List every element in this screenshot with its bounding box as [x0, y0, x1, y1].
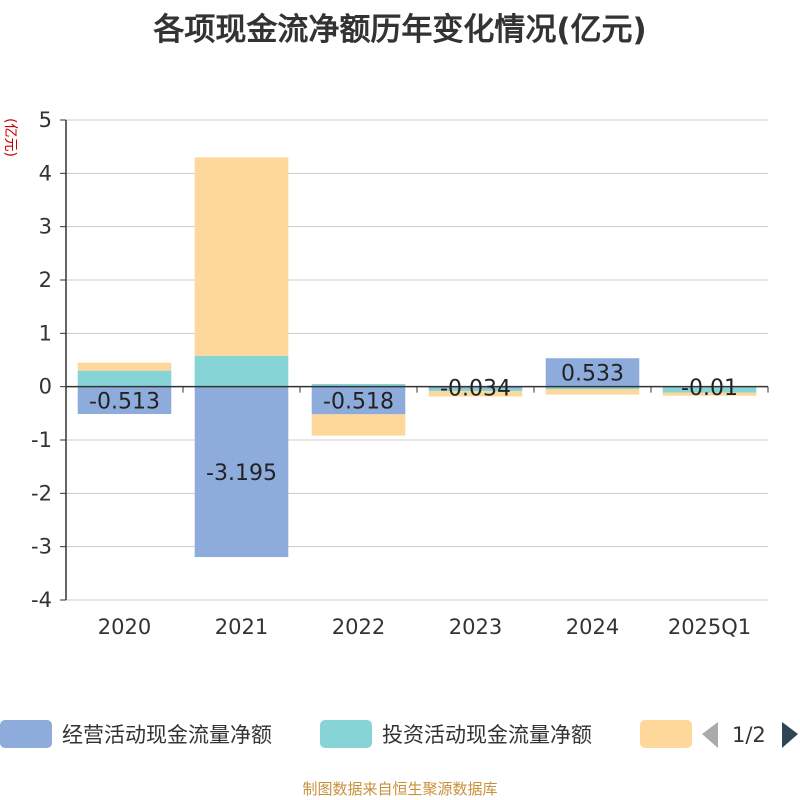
bar-segment	[428, 388, 523, 392]
legend-page-indicator: 1/2	[732, 723, 766, 747]
y-tick-label: 4	[39, 161, 52, 185]
data-label: -0.513	[89, 389, 160, 414]
legend-label[interactable]: 经营活动现金流量净额	[62, 723, 272, 747]
data-label: 0.533	[561, 361, 624, 386]
legend-prev-icon[interactable]	[702, 722, 718, 748]
y-tick-label: -4	[31, 588, 52, 612]
data-label: -0.01	[681, 376, 738, 401]
y-tick-label: 0	[39, 375, 52, 399]
bar-segment	[194, 355, 289, 387]
source-note: 制图数据来自恒生聚源数据库	[302, 780, 498, 798]
legend-next-icon[interactable]	[782, 722, 798, 748]
bar-segment	[194, 157, 289, 356]
bar-segment	[77, 362, 172, 371]
data-label: -0.518	[323, 389, 394, 414]
y-tick-label: -3	[31, 535, 52, 559]
data-label: -0.034	[440, 377, 511, 402]
y-tick-label: 1	[39, 321, 52, 345]
bar-segment	[545, 389, 640, 395]
legend-swatch[interactable]	[640, 720, 692, 748]
x-tick-label: 2020	[98, 615, 151, 639]
bar-segment	[311, 386, 406, 415]
data-labels: -0.513 -3.195 -0.518 -0.034 0.533 -0.01	[89, 361, 738, 485]
bars	[77, 157, 757, 558]
x-tick-label: 2021	[215, 615, 268, 639]
y-tick-label: 2	[39, 268, 52, 292]
bar-segment	[662, 392, 757, 396]
bar-segment	[77, 370, 172, 387]
data-label: -3.195	[206, 461, 277, 486]
y-tick-label: 3	[39, 215, 52, 239]
x-tick-label: 2024	[566, 615, 619, 639]
bar-segment	[194, 386, 289, 558]
bar-segment	[311, 384, 406, 387]
x-tick-label: 2025Q1	[668, 615, 751, 639]
y-axis-label: (亿元)	[2, 118, 18, 157]
bar-segment	[545, 386, 640, 390]
y-tick-label: -1	[31, 428, 52, 452]
grid-lines	[66, 119, 768, 601]
y-tick-label: -2	[31, 481, 52, 505]
bar-segment	[428, 386, 523, 389]
x-tick-label: 2023	[449, 615, 502, 639]
bar-segment	[311, 414, 406, 436]
bar-segment	[662, 387, 757, 393]
legend: 经营活动现金流量净额 投资活动现金流量净额 1/2	[0, 720, 798, 748]
legend-swatch[interactable]	[0, 720, 52, 748]
chart-title: 各项现金流净额历年变化情况(亿元)	[153, 12, 647, 48]
x-tick-label: 2022	[332, 615, 385, 639]
bar-segment	[77, 386, 172, 415]
y-tick-label: 5	[39, 108, 52, 132]
axes: -4 -3 -2 -1 0 1 2 3 4 5 2020 2021 2022 2023 2024 2025Q1	[31, 108, 769, 639]
bar-segment	[545, 358, 640, 387]
legend-swatch[interactable]	[320, 720, 372, 748]
bar-segment	[428, 391, 523, 397]
legend-label[interactable]: 投资活动现金流量净额	[382, 723, 592, 747]
